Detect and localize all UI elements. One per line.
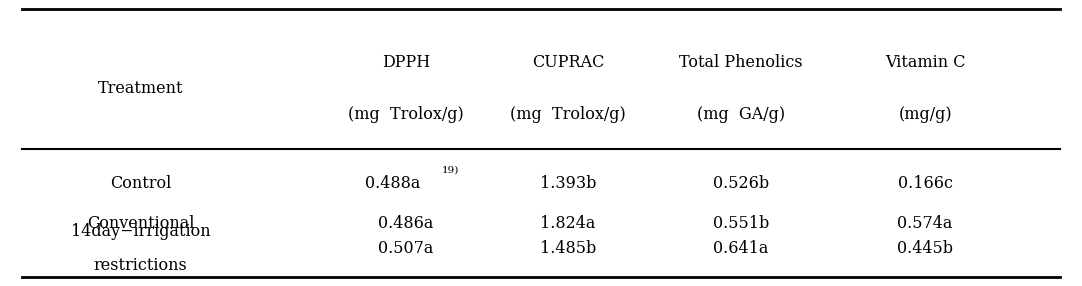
Text: 0.574a: 0.574a <box>897 214 953 232</box>
Text: 1.824a: 1.824a <box>540 214 596 232</box>
Text: (mg  Trolox/g): (mg Trolox/g) <box>348 106 463 123</box>
Text: 0.551b: 0.551b <box>713 214 769 232</box>
Text: 19): 19) <box>441 166 459 175</box>
Text: CUPRAC: CUPRAC <box>532 54 604 72</box>
Text: Control: Control <box>110 174 171 192</box>
Text: 0.486a: 0.486a <box>378 214 434 232</box>
Text: (mg  GA/g): (mg GA/g) <box>697 106 786 123</box>
Text: 1.485b: 1.485b <box>540 240 596 257</box>
Text: 0.526b: 0.526b <box>713 174 769 192</box>
Text: Treatment: Treatment <box>97 80 184 97</box>
Text: Vitamin C: Vitamin C <box>885 54 965 72</box>
Text: 0.488a: 0.488a <box>365 174 421 192</box>
Text: 0.507a: 0.507a <box>378 240 434 257</box>
Text: 1.393b: 1.393b <box>540 174 596 192</box>
Text: Total Phenolics: Total Phenolics <box>679 54 803 72</box>
Text: 14day−irrigation: 14day−irrigation <box>70 223 211 240</box>
Text: restrictions: restrictions <box>94 257 187 275</box>
Text: (mg  Trolox/g): (mg Trolox/g) <box>511 106 625 123</box>
Text: 0.166c: 0.166c <box>898 174 952 192</box>
Text: DPPH: DPPH <box>382 54 430 72</box>
Text: 0.641a: 0.641a <box>713 240 769 257</box>
Text: 0.445b: 0.445b <box>897 240 953 257</box>
Text: Conventional: Conventional <box>87 214 195 232</box>
Text: (mg/g): (mg/g) <box>898 106 952 123</box>
